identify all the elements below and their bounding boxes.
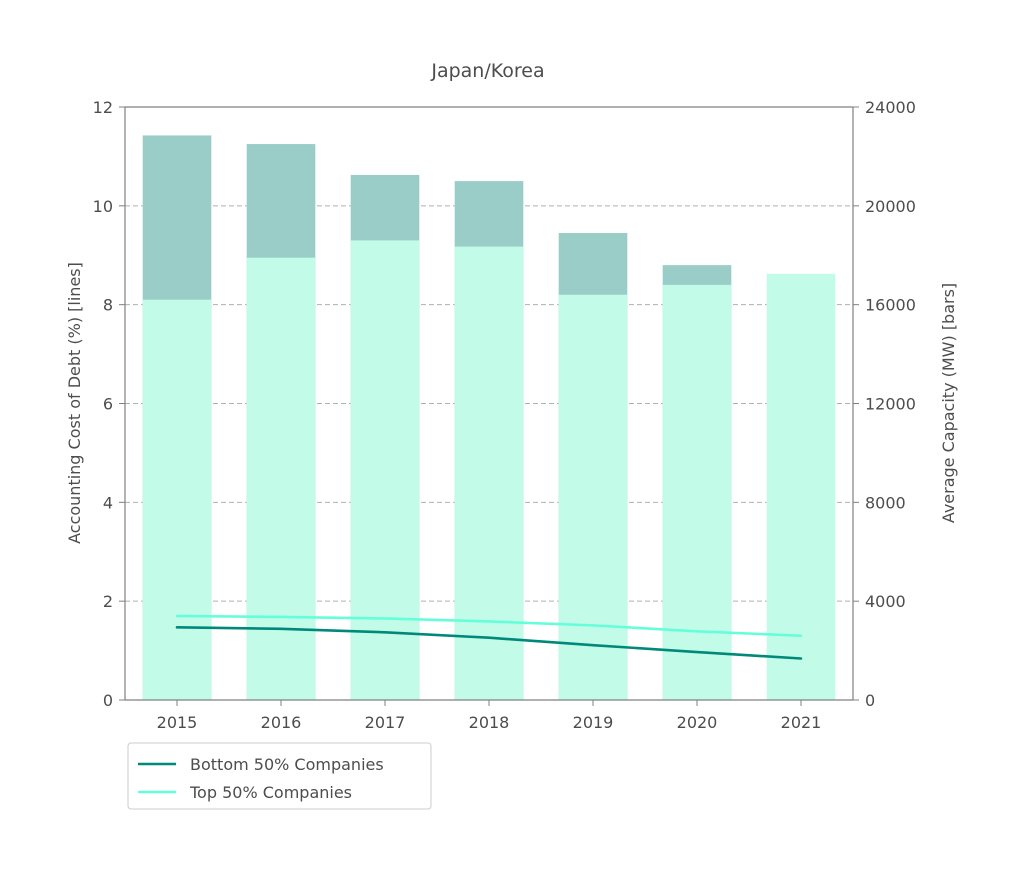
bar-top-50-2019 xyxy=(558,294,628,700)
y-left-tick-label: 10 xyxy=(93,197,113,216)
y-left-tick-label: 0 xyxy=(103,691,113,710)
x-tick-label-2015: 2015 xyxy=(157,713,198,732)
y-right-tick-label: 20000 xyxy=(865,197,916,216)
right-axis-ticks: 0 4000 8000 12000 16000 20000 24000 xyxy=(853,98,916,710)
y-right-tick-label: 0 xyxy=(865,691,875,710)
legend-label-1: Top 50% Companies xyxy=(189,783,352,802)
x-tick-label-2021: 2021 xyxy=(781,713,822,732)
left-axis-ticks: 0 2 4 6 8 10 12 xyxy=(93,98,125,710)
line-series xyxy=(175,614,803,660)
x-axis-ticks: 2015 2016 2017 2018 2019 2020 2021 xyxy=(157,700,822,732)
x-tick-label-2016: 2016 xyxy=(261,713,302,732)
bar-top-50-2015 xyxy=(142,299,212,700)
bar-top-50-2016 xyxy=(246,257,316,700)
bar-top-50-2020 xyxy=(662,284,732,700)
y-axis-left-label: Accounting Cost of Debt (%) [lines] xyxy=(65,262,84,544)
legend-box xyxy=(127,742,432,810)
bar-top-50-2018 xyxy=(454,246,524,700)
legend-label-0: Bottom 50% Companies xyxy=(190,755,384,774)
chart-title: Japan/Korea xyxy=(430,60,544,82)
y-right-tick-label: 16000 xyxy=(865,296,916,315)
y-left-tick-label: 6 xyxy=(103,395,113,414)
y-left-tick-label: 4 xyxy=(103,493,113,512)
y-left-tick-label: 2 xyxy=(103,592,113,611)
y-axis-right-label: Average Capacity (MW) [bars] xyxy=(939,283,958,523)
x-tick-label-2019: 2019 xyxy=(573,713,614,732)
x-tick-label-2018: 2018 xyxy=(469,713,510,732)
y-left-tick-label: 8 xyxy=(103,296,113,315)
bars-top-50 xyxy=(142,240,836,701)
y-left-tick-label: 12 xyxy=(93,98,113,117)
y-right-tick-label: 24000 xyxy=(865,98,916,117)
x-tick-label-2017: 2017 xyxy=(365,713,406,732)
line-bottom-50 xyxy=(175,626,803,660)
y-right-tick-label: 12000 xyxy=(865,395,916,414)
legend: Bottom 50% Companies Top 50% Companies xyxy=(127,742,432,810)
bar-top-50-2021 xyxy=(766,273,836,700)
line-top-50 xyxy=(175,614,803,638)
y-right-tick-label: 4000 xyxy=(865,592,906,611)
y-right-tick-label: 8000 xyxy=(865,493,906,512)
bar-top-50-2017 xyxy=(350,240,420,701)
x-tick-label-2020: 2020 xyxy=(677,713,718,732)
